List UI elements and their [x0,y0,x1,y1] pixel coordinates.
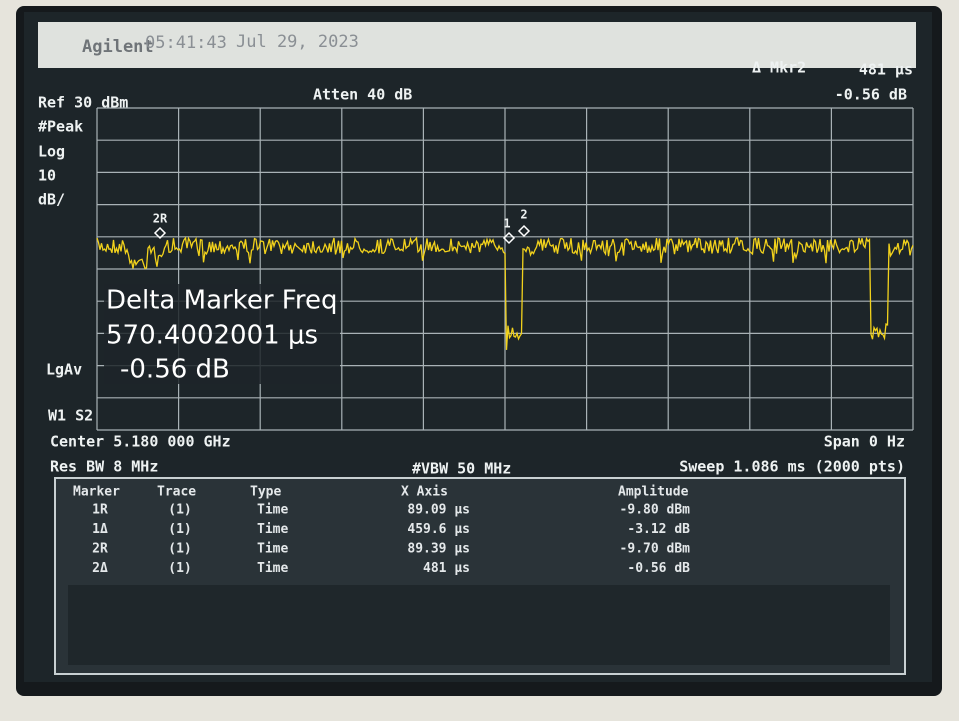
table-cell: 1Δ [92,522,108,537]
brand: Agilent [82,37,154,57]
table-cell: (1) [168,522,191,537]
time: 05:41:43 [145,33,227,53]
column-header: Amplitude [618,485,689,500]
marker-tag: 2R [153,212,168,226]
scale: 10 [38,167,56,185]
attenuation: Atten 40 dB [313,86,412,104]
marker-value: 481 μs [859,61,913,79]
table-cell: 459.6 μs [407,522,470,537]
trigger: W1 S2 [48,407,93,425]
table-cell: 89.39 μs [407,542,470,557]
table-cell: (1) [168,503,191,518]
center-frequency: Center 5.180 000 GHz [50,433,231,451]
rbw: Res BW 8 MHz [50,458,158,476]
delta-amplitude: -0.56 dB [120,355,230,385]
span: Span 0 Hz [824,433,905,451]
vbw: #VBW 50 MHz [412,460,511,478]
table-cell: -0.56 dB [627,561,690,576]
table-cell: (1) [168,542,191,557]
date: Jul 29, 2023 [236,32,359,52]
table-cell: (1) [168,561,191,576]
marker-tag: 2 [520,208,527,222]
column-header: Type [250,485,281,500]
table-cell: 89.09 μs [407,503,470,518]
column-header: X Axis [401,485,448,500]
table-cell: Time [257,503,288,518]
table-cell: -9.70 dBm [620,542,691,557]
table-cell: 481 μs [423,561,470,576]
sweep: Sweep 1.086 ms (2000 pts) [679,458,905,476]
table-cell: 2R [92,542,108,557]
table-blank [68,585,890,665]
column-header: Marker [73,485,120,500]
column-header: Trace [157,485,196,500]
table-cell: Time [257,561,288,576]
detector: #Peak [38,118,83,136]
analyzer-screen: Agilent 05:41:43 Jul 29, 2023 Δ Mkr2 481… [0,0,959,721]
average: LgAv [46,361,82,379]
table-cell: Time [257,522,288,537]
marker-label: Δ Mkr2 [752,59,806,77]
table-cell: 2Δ [92,561,108,576]
delta-title: Delta Marker Freq [106,286,337,316]
marker-tag: 1 [503,217,510,231]
delta-value: 570.4002001 μs [106,321,318,351]
scale-type: Log [38,143,65,161]
table-cell: -9.80 dBm [620,503,691,518]
marker-amplitude: -0.56 dB [835,86,907,104]
scale-unit: dB/ [38,191,65,209]
page: {"header": {"brand": "Agilent", "time": … [0,0,959,721]
table-cell: Time [257,542,288,557]
ref-level: Ref 30 dBm [38,94,128,112]
table-cell: 1R [92,503,108,518]
table-cell: -3.12 dB [627,522,690,537]
